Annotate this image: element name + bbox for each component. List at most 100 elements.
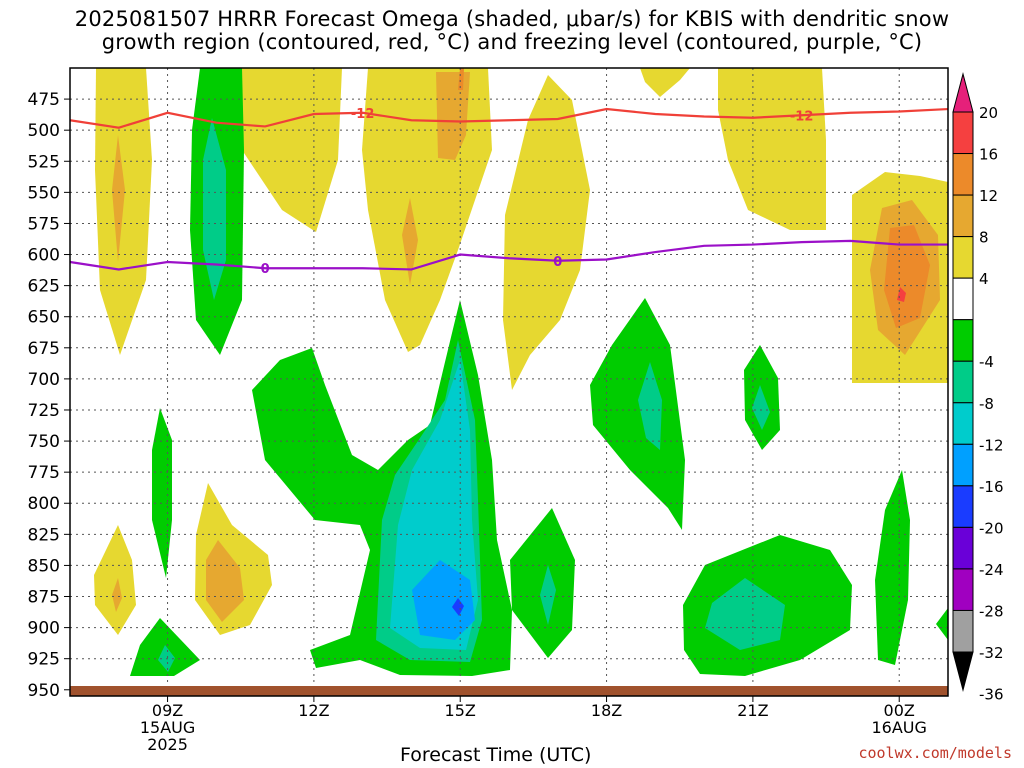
colorbar-swatch (952, 194, 974, 238)
colorbar-swatch (952, 526, 974, 570)
colorbar-max-arrow (952, 72, 974, 113)
title-line-1: 2025081507 HRRR Forecast Omega (shaded, … (74, 7, 950, 31)
omega-region-negative (590, 298, 685, 530)
colorbar-swatch (952, 443, 974, 487)
omega-region-positive (503, 75, 590, 390)
colorbar-label: -28 (979, 602, 1004, 620)
colorbar-swatch (952, 236, 974, 279)
y-tick-label: 625 (28, 277, 60, 297)
y-tick-label: 475 (28, 90, 60, 110)
y-tick-label: 600 (28, 246, 60, 266)
colorbar-label: -12 (979, 436, 1004, 454)
colorbar-label: -36 (979, 686, 1004, 704)
contour-label: 0 (261, 262, 270, 277)
y-tick-label: 750 (28, 432, 60, 452)
colorbar-label: -16 (979, 478, 1004, 496)
y-tick-label: 700 (28, 370, 60, 390)
surface-band (70, 686, 948, 696)
colorbar-label: -24 (979, 561, 1004, 579)
omega-region-positive (112, 578, 122, 612)
x-tick-label: 09Z (152, 701, 183, 720)
y-tick-label: 950 (28, 681, 60, 701)
omega-region-positive (362, 68, 492, 352)
omega-region-negative (752, 385, 770, 430)
omega-region-negative (452, 598, 464, 616)
colorbar-label: 8 (979, 229, 989, 247)
y-tick-label: 675 (28, 339, 60, 359)
y-tick-label: 825 (28, 525, 60, 545)
x-tick-label: 12Z (298, 701, 329, 720)
y-tick-label: 850 (28, 556, 60, 576)
y-tick-label: 725 (28, 401, 60, 421)
y-tick-label: 925 (28, 650, 60, 670)
plot-frame (69, 67, 949, 697)
omega-region-positive (436, 72, 470, 160)
colorbar-swatch (952, 360, 974, 404)
x-tick-label: 00Z (884, 701, 915, 720)
y-tick-label: 900 (28, 619, 60, 639)
omega-region-negative (638, 362, 662, 450)
omega-region-negative (540, 565, 556, 625)
credit-text: coolwx.com/models (858, 744, 1012, 762)
omega-region-negative (412, 560, 475, 640)
chart-title: 2025081507 HRRR Forecast Omega (shaded, … (0, 8, 1024, 54)
omega-region-positive (718, 68, 826, 230)
x-tick-label: 16AUG (872, 718, 927, 737)
y-tick-label: 550 (28, 183, 60, 203)
colorbar-label: -8 (979, 395, 994, 413)
colorbar-label: -32 (979, 644, 1004, 662)
omega-region-negative (510, 508, 575, 658)
colorbar-swatch (952, 402, 974, 445)
omega-shading (94, 68, 948, 676)
y-tick-label: 525 (28, 152, 60, 172)
omega-region-positive (402, 198, 418, 285)
x-tick-label: 18Z (591, 701, 622, 720)
omega-region-negative (152, 408, 172, 578)
omega-region-positive (206, 540, 244, 622)
contour-line-0 (69, 239, 948, 271)
colorbar-min-arrow (952, 651, 974, 692)
colorbar-label: -4 (979, 353, 994, 371)
colorbar: 20 16 12 8 4 -4 -8 -12 -16 -20 -24 -28 -32 -36 (952, 72, 1004, 704)
contour-label: -12 (790, 109, 814, 124)
omega-region-negative (875, 470, 910, 665)
omega-region-positive (232, 68, 342, 232)
omega-region-positive (112, 135, 125, 262)
colorbar-swatch (952, 568, 974, 611)
contour-label: -12 (351, 107, 375, 122)
colorbar-swatch (952, 485, 974, 528)
x-axis-label: Forecast Time (UTC) (400, 744, 592, 766)
omega-region-negative (705, 578, 785, 650)
x-tick-label: 15AUG (140, 718, 195, 737)
omega-region-positive (640, 68, 690, 97)
y-tick-label: 575 (28, 214, 60, 234)
y-tick-label: 650 (28, 308, 60, 328)
y-tick-label: 500 (28, 121, 60, 141)
colorbar-swatch (952, 277, 974, 321)
omega-region-positive (458, 68, 464, 90)
colorbar-label: 4 (979, 270, 989, 288)
contours: -12 -12 0 0 (69, 107, 949, 277)
colorbar-swatch (952, 609, 974, 653)
colorbar-label: 12 (979, 187, 998, 205)
colorbar-swatch (952, 319, 974, 362)
y-axis: 475 500 525 550 575 600 625 650 675 700 725 750 775 8… (28, 90, 70, 701)
y-tick-label: 875 (28, 588, 60, 608)
title-line-2: growth region (contoured, red, °C) and f… (101, 30, 923, 54)
colorbar-label: 16 (979, 146, 998, 164)
y-tick-label: 775 (28, 463, 60, 483)
colorbar-swatch (952, 111, 974, 155)
colorbar-label: 20 (979, 104, 998, 122)
colorbar-label: -20 (979, 519, 1004, 537)
y-tick-label: 800 (28, 494, 60, 514)
contour-label: 0 (553, 255, 562, 270)
omega-region-positive (94, 525, 136, 635)
omega-region-negative (936, 608, 948, 640)
x-tick-label: 15Z (445, 701, 476, 720)
x-tick-label: 21Z (737, 701, 768, 720)
omega-region-positive (95, 68, 152, 355)
contour-line--12 (69, 107, 949, 129)
colorbar-swatch (952, 153, 974, 196)
omega-region-positive (195, 483, 272, 635)
